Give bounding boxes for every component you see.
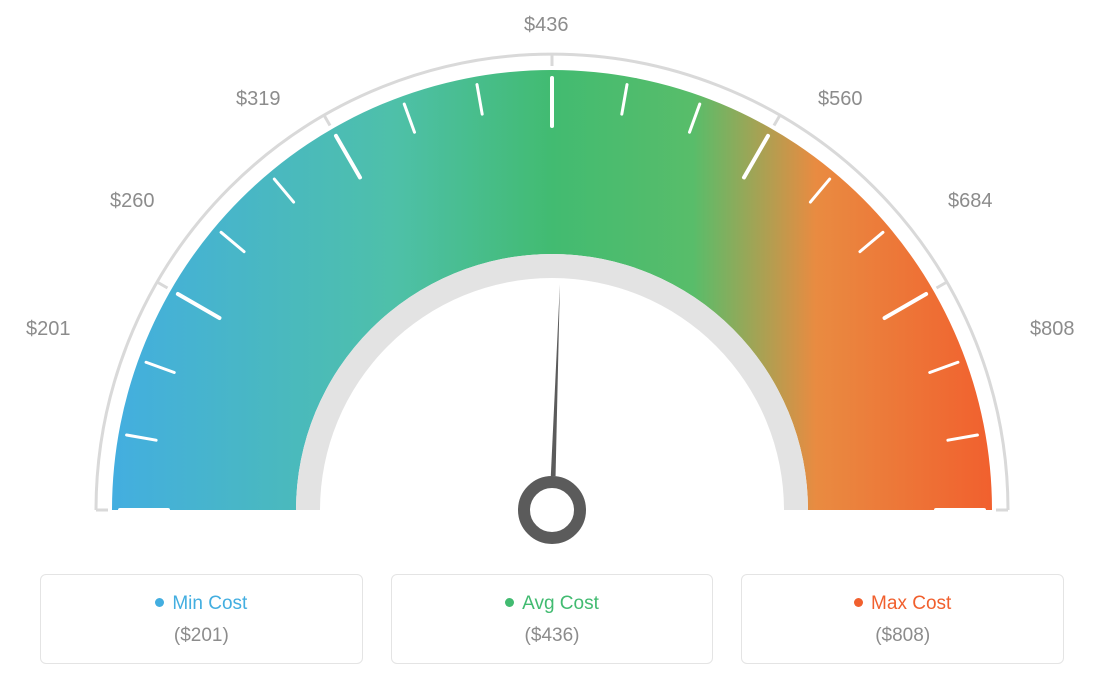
legend-row: Min Cost ($201) Avg Cost ($436) Max Cost… <box>40 574 1064 664</box>
gauge-svg <box>0 0 1104 560</box>
tick-label: $260 <box>110 190 155 213</box>
tick-label: $201 <box>26 318 71 341</box>
legend-title-avg: Avg Cost <box>402 593 703 615</box>
legend-value-min: ($201) <box>51 625 352 647</box>
dot-icon <box>854 598 863 607</box>
tick-label: $808 <box>1030 318 1075 341</box>
legend-card-min: Min Cost ($201) <box>40 574 363 664</box>
legend-card-max: Max Cost ($808) <box>741 574 1064 664</box>
gauge: $201 $260 $319 $436 $560 $684 $808 <box>0 0 1104 560</box>
dot-icon <box>155 598 164 607</box>
legend-label: Max Cost <box>871 593 951 614</box>
legend-value-max: ($808) <box>752 625 1053 647</box>
chart-container: $201 $260 $319 $436 $560 $684 $808 Min Cost ($… <box>0 0 1104 690</box>
legend-value-avg: ($436) <box>402 625 703 647</box>
dot-icon <box>505 598 514 607</box>
legend-title-max: Max Cost <box>752 593 1053 615</box>
legend-label: Avg Cost <box>522 593 599 614</box>
legend-label: Min Cost <box>172 593 247 614</box>
legend-title-min: Min Cost <box>51 593 352 615</box>
tick-label: $436 <box>524 14 569 37</box>
legend-card-avg: Avg Cost ($436) <box>391 574 714 664</box>
tick-label: $319 <box>236 88 281 111</box>
tick-label: $684 <box>948 190 993 213</box>
tick-label: $560 <box>818 88 863 111</box>
